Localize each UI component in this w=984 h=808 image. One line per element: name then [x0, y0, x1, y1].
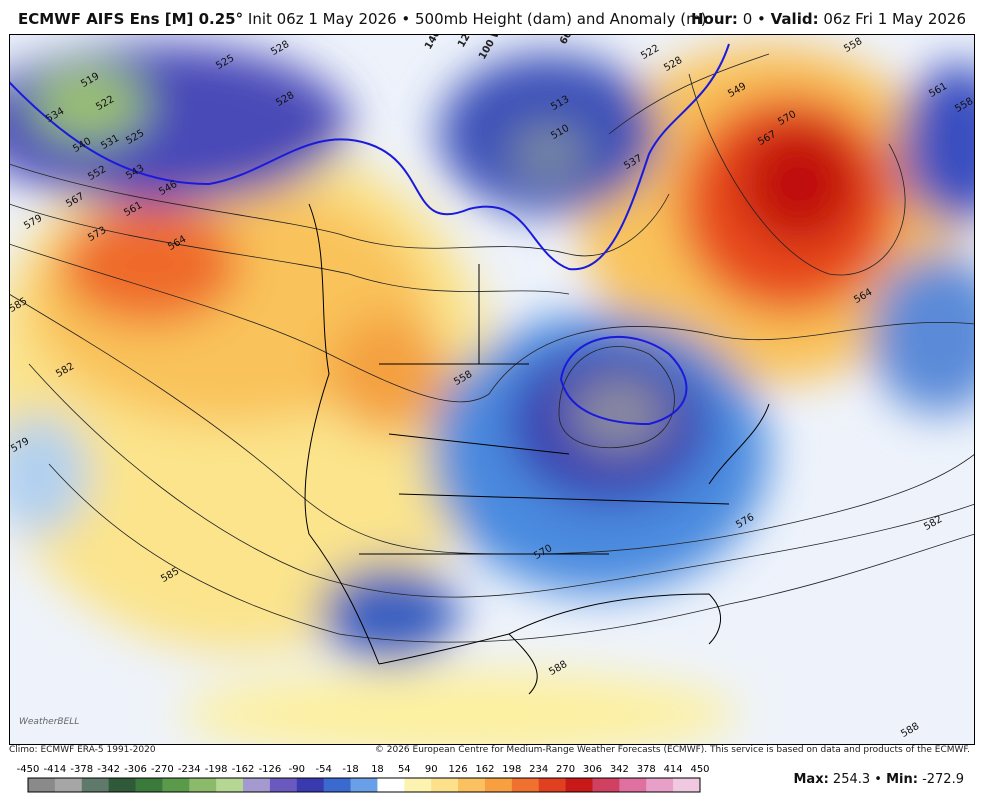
colorbar-swatch: [189, 778, 217, 792]
min: -272.9: [922, 772, 964, 787]
colorbar-swatch: [673, 778, 701, 792]
max-label: Max:: [793, 772, 829, 787]
header-right: Hour: 0 • Valid: 06z Fri 1 May 2026: [691, 10, 966, 28]
copyright: © 2026 European Centre for Medium-Range …: [374, 745, 970, 755]
colorbar-swatch: [538, 778, 567, 792]
valid: 06z Fri 1 May 2026: [823, 10, 966, 28]
highlight-contours: [9, 43, 730, 426]
colorbar-label: -450: [17, 764, 40, 775]
colorbar-swatch: [404, 778, 432, 792]
colorbar-swatch: [377, 778, 405, 792]
colorbar-swatch: [458, 778, 486, 792]
map: 5195225255285315345405435465525615645675…: [9, 34, 975, 745]
colorbar-label: 378: [637, 764, 656, 775]
colorbar-label: 162: [475, 764, 494, 775]
colorbar-swatch: [592, 778, 620, 792]
colorbar-swatch: [108, 778, 137, 792]
colorbar-swatch: [28, 778, 56, 792]
colorbar-label: 18: [371, 764, 384, 775]
hour-label: Hour:: [690, 10, 738, 28]
colorbar-label: -162: [232, 764, 255, 775]
hour: 0 •: [742, 10, 766, 28]
colorbar-swatch: [296, 778, 325, 792]
colorbar-label: -378: [70, 764, 93, 775]
colorbar-label: 270: [556, 764, 575, 775]
colorbar-label: -234: [178, 764, 201, 775]
colorbar-label: 54: [398, 764, 411, 775]
colorbar-swatch: [619, 778, 647, 792]
colorbar-label: 414: [664, 764, 683, 775]
watermark: WeatherBELL: [19, 717, 79, 727]
colorbar-label: -54: [316, 764, 332, 775]
colorbar-swatch: [431, 778, 459, 792]
colorbar-label: 306: [583, 764, 602, 775]
colorbar-label: 450: [690, 764, 709, 775]
description: Init 06z 1 May 2026 • 500mb Height (dam)…: [247, 10, 707, 28]
colorbar-swatch: [323, 778, 352, 792]
colorbar-label: -306: [124, 764, 147, 775]
colorbar-label: 90: [425, 764, 438, 775]
colorbar-label: -90: [289, 764, 305, 775]
colorbar-swatch: [269, 778, 298, 792]
colorbar-swatch: [81, 778, 110, 792]
colorbar-label: -198: [205, 764, 228, 775]
colorbar-label: -342: [97, 764, 120, 775]
colorbar-swatch: [135, 778, 163, 792]
climo: Climo: ECMWF ERA-5 1991-2020: [9, 745, 156, 755]
colorbar-swatch: [162, 778, 190, 792]
model-name: ECMWF AIFS Ens [M] 0.25°: [18, 10, 244, 28]
colorbar-swatch: [484, 778, 513, 792]
valid-label: Valid:: [770, 10, 819, 28]
height-contours: [9, 53, 975, 643]
colorbar-swatch: [243, 778, 271, 792]
colorbar-swatch: [511, 778, 540, 792]
stats: Max: 254.3 • Min: -272.9: [793, 772, 964, 787]
colorbar-label: 342: [610, 764, 629, 775]
colorbar-label: 198: [502, 764, 521, 775]
header-left: ECMWF AIFS Ens [M] 0.25° Init 06z 1 May …: [18, 10, 707, 28]
colorbar-label: -270: [151, 764, 174, 775]
colorbar-swatch: [350, 778, 378, 792]
colorbar-frame: [27, 777, 701, 793]
colorbar-swatch: [565, 778, 593, 792]
colorbar-swatch: [646, 778, 674, 792]
min-label: Min:: [886, 772, 918, 787]
colorbar-label: 126: [449, 764, 468, 775]
anomaly-field: 5195225255285315345405435465525615645675…: [9, 34, 975, 745]
colorbar-label: -126: [259, 764, 282, 775]
colorbar: -450 -414 -378 -342 -306 -270 -234 -198 -162 -126…: [17, 764, 710, 793]
colorbar-label: -18: [342, 764, 358, 775]
colorbar-label: -414: [44, 764, 67, 775]
max: 254.3: [832, 772, 871, 787]
colorbar-label: 234: [529, 764, 548, 775]
coastlines: [304, 203, 770, 695]
colorbar-swatch: [216, 778, 244, 792]
colorbar-swatch: [54, 778, 83, 792]
